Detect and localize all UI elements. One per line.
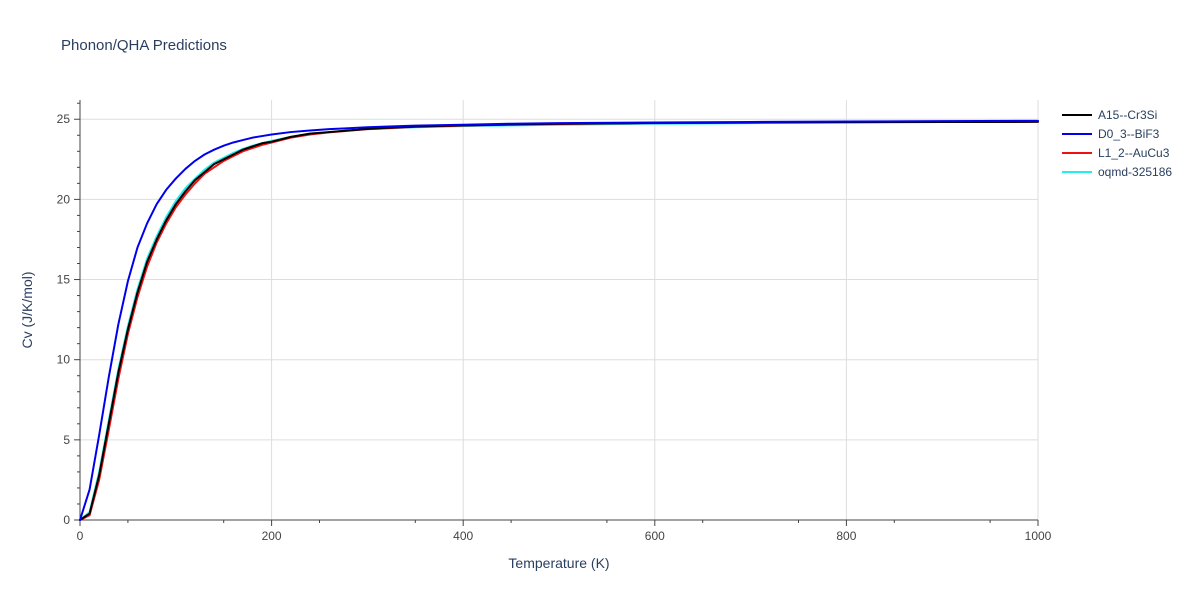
legend-label: D0_3--BiF3 <box>1098 127 1160 141</box>
x-tick-label: 800 <box>836 529 856 543</box>
y-tick-label: 5 <box>63 433 70 447</box>
grid <box>80 100 1039 520</box>
y-tick-label: 15 <box>57 273 71 287</box>
legend-label: L1_2--AuCu3 <box>1098 146 1170 160</box>
y-axis-title: Cv (J/K/mol) <box>19 272 35 349</box>
legend-label: A15--Cr3Si <box>1098 108 1157 122</box>
y-tick-label: 25 <box>57 112 71 126</box>
legend-item[interactable]: oqmd-325186 <box>1062 165 1172 179</box>
chart-title: Phonon/QHA Predictions <box>61 37 227 54</box>
series-lines <box>79 119 1039 521</box>
x-axis-title: Temperature (K) <box>508 555 609 571</box>
legend-label: oqmd-325186 <box>1098 165 1172 179</box>
x-tick-label: 200 <box>262 529 282 543</box>
x-tick-label: 600 <box>645 529 665 543</box>
legend-item[interactable]: A15--Cr3Si <box>1062 108 1157 122</box>
ticks: 0 200 400 600 800 1000 0 5 10 15 20 25 <box>57 102 1052 543</box>
series-line-D0_3--BiF3 <box>79 119 1039 521</box>
legend[interactable]: A15--Cr3Si D0_3--BiF3 L1_2--AuCu3 oqmd-3251… <box>1062 108 1172 179</box>
y-tick-label: 20 <box>57 192 71 206</box>
x-tick-label: 400 <box>453 529 473 543</box>
axes <box>79 100 1038 521</box>
y-tick-label: 0 <box>63 513 70 527</box>
legend-item[interactable]: L1_2--AuCu3 <box>1062 146 1170 160</box>
y-tick-label: 10 <box>57 353 71 367</box>
x-tick-label: 0 <box>77 529 84 543</box>
legend-item[interactable]: D0_3--BiF3 <box>1062 127 1160 141</box>
x-tick-label: 1000 <box>1025 529 1052 543</box>
